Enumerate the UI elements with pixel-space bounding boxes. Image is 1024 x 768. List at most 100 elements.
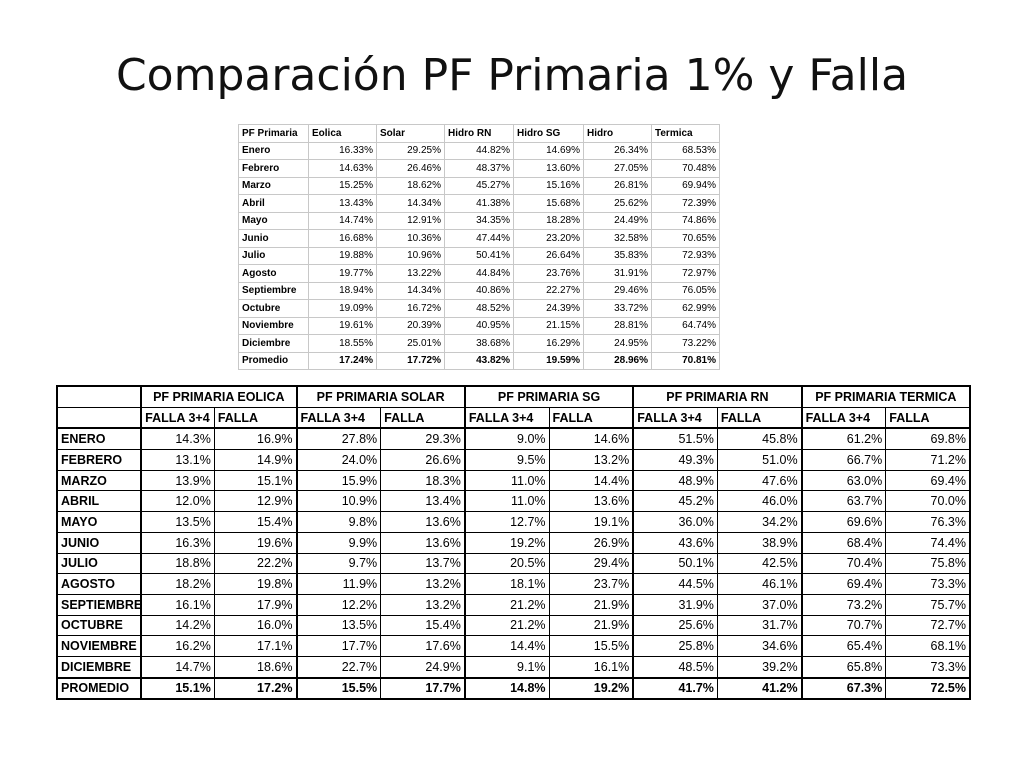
table-cell: 20.39% bbox=[376, 316, 445, 335]
table-cell: 76.3% bbox=[885, 511, 971, 533]
table-cell: 22.7% bbox=[295, 655, 382, 679]
table-cell: 41.38% bbox=[444, 194, 514, 213]
table-row: AGOSTO 18.2% 19.8% 11.9% 13.2% 18.1% 23.7% 44.5… bbox=[56, 573, 971, 595]
table-cell: 68.1% bbox=[885, 635, 971, 657]
table-cell: 19.59% bbox=[513, 351, 584, 370]
table-cell: 36.0% bbox=[632, 511, 718, 533]
table-cell: 17.24% bbox=[308, 351, 377, 370]
table-cell: 19.2% bbox=[548, 676, 634, 700]
column-header: Hidro bbox=[583, 124, 652, 143]
table-cell: 25.62% bbox=[583, 194, 652, 213]
row-label: Junio bbox=[238, 229, 309, 248]
table-cell: 62.99% bbox=[651, 299, 720, 318]
subheader: FALLA bbox=[380, 406, 466, 430]
table-row: SEPTIEMBRE 16.1% 17.9% 12.2% 13.2% 21.2% 21.9%… bbox=[56, 593, 971, 616]
table-cell: 18.3% bbox=[380, 469, 466, 492]
table-cell: 72.93% bbox=[651, 246, 720, 265]
table-cell: 12.91% bbox=[376, 211, 445, 230]
table-cell: 9.5% bbox=[463, 449, 550, 471]
table-cell: 73.3% bbox=[885, 573, 971, 595]
table-cell: 40.95% bbox=[444, 316, 514, 335]
group-header: PF PRIMARIA TERMICA bbox=[800, 385, 972, 408]
table-cell: 9.9% bbox=[295, 531, 382, 554]
table-cell: 18.1% bbox=[463, 573, 550, 595]
table-cell: 38.68% bbox=[444, 334, 514, 353]
table-cell: 64.74% bbox=[651, 316, 720, 335]
group-header: PF PRIMARIA SOLAR bbox=[295, 385, 466, 408]
table-cell: 16.1% bbox=[548, 655, 634, 679]
table-cell: 16.1% bbox=[140, 593, 215, 616]
column-header: Hidro SG bbox=[513, 124, 584, 143]
subheader: FALLA 3+4 bbox=[140, 406, 215, 430]
table-cell: 66.7% bbox=[800, 449, 887, 471]
corner-cell bbox=[56, 406, 142, 430]
table-cell: 16.29% bbox=[513, 334, 584, 353]
table-cell: 43.6% bbox=[632, 531, 718, 554]
table-cell: 31.9% bbox=[632, 593, 718, 616]
table-cell: 21.2% bbox=[463, 593, 550, 616]
table-cell: 21.15% bbox=[513, 316, 584, 335]
table-row: Mayo 14.74% 12.91% 34.35% 18.28% 24.49% 74.86% bbox=[238, 211, 720, 230]
row-label: Marzo bbox=[238, 176, 309, 195]
row-label: NOVIEMBRE bbox=[56, 635, 142, 657]
row-label: MARZO bbox=[56, 469, 142, 492]
table-cell: 44.5% bbox=[632, 573, 718, 595]
table-cell: 10.9% bbox=[295, 490, 382, 513]
table-cell: 22.27% bbox=[513, 281, 584, 300]
table-cell: 31.91% bbox=[583, 264, 652, 283]
table-header-row: PF Primaria Eolica Solar Hidro RN Hidro SG Hi… bbox=[238, 124, 720, 143]
table-cell: 29.4% bbox=[548, 552, 634, 575]
table-cell: 14.34% bbox=[376, 281, 445, 300]
table-cell: 34.6% bbox=[716, 635, 803, 657]
table-cell: 43.82% bbox=[444, 351, 514, 370]
pf-primaria-falla-table: PF PRIMARIA EOLICA PF PRIMARIA SOLAR PF PR… bbox=[56, 385, 972, 701]
subheader: FALLA bbox=[213, 406, 298, 430]
table-cell: 11.0% bbox=[463, 490, 550, 513]
table-row: Septiembre 18.94% 14.34% 40.86% 22.27% 29.46%… bbox=[238, 281, 720, 300]
table-cell: 23.76% bbox=[513, 264, 584, 283]
table-cell: 12.2% bbox=[295, 593, 382, 616]
table-cell: 24.95% bbox=[583, 334, 652, 353]
table-cell: 14.34% bbox=[376, 194, 445, 213]
table-row: OCTUBRE 14.2% 16.0% 13.5% 15.4% 21.2% 21.9% 25.… bbox=[56, 614, 971, 637]
table-cell: 16.72% bbox=[376, 299, 445, 318]
table-cell: 13.1% bbox=[140, 449, 215, 471]
table-cell: 10.96% bbox=[376, 246, 445, 265]
table-cell: 19.8% bbox=[213, 573, 298, 595]
subheader: FALLA bbox=[885, 406, 971, 430]
table-cell: 72.39% bbox=[651, 194, 720, 213]
table-cell: 18.94% bbox=[308, 281, 377, 300]
row-label: Septiembre bbox=[238, 281, 309, 300]
table-cell: 17.9% bbox=[213, 593, 298, 616]
table-cell: 45.8% bbox=[716, 427, 803, 451]
table-cell: 63.0% bbox=[800, 469, 887, 492]
table-cell: 34.35% bbox=[444, 211, 514, 230]
table-cell: 45.27% bbox=[444, 176, 514, 195]
table-cell: 69.94% bbox=[651, 176, 720, 195]
row-label: PROMEDIO bbox=[56, 676, 142, 700]
table-row: JULIO 18.8% 22.2% 9.7% 13.7% 20.5% 29.4% 50.1% 4… bbox=[56, 552, 971, 575]
table-row: DICIEMBRE 14.7% 18.6% 22.7% 24.9% 9.1% 16.1% 48… bbox=[56, 655, 971, 679]
table-cell: 25.8% bbox=[632, 635, 718, 657]
table-cell: 19.09% bbox=[308, 299, 377, 318]
table-cell: 26.46% bbox=[376, 159, 445, 178]
table-cell: 41.7% bbox=[632, 676, 718, 700]
table-cell: 51.5% bbox=[632, 427, 718, 451]
table-cell: 14.63% bbox=[308, 159, 377, 178]
table-cell: 21.9% bbox=[548, 614, 634, 637]
table-cell: 28.81% bbox=[583, 316, 652, 335]
group-header: PF PRIMARIA EOLICA bbox=[140, 385, 298, 408]
table-row: FEBRERO 13.1% 14.9% 24.0% 26.6% 9.5% 13.2% 49.3… bbox=[56, 449, 971, 471]
table-cell: 9.7% bbox=[295, 552, 382, 575]
table-cell: 13.6% bbox=[380, 511, 466, 533]
table-cell: 69.8% bbox=[885, 427, 971, 451]
table-cell: 42.5% bbox=[716, 552, 803, 575]
table-cell: 32.58% bbox=[583, 229, 652, 248]
table-cell: 27.05% bbox=[583, 159, 652, 178]
corner-cell bbox=[56, 385, 142, 408]
table-cell: 65.8% bbox=[800, 655, 887, 679]
table-cell: 13.22% bbox=[376, 264, 445, 283]
table-cell: 13.2% bbox=[380, 593, 466, 616]
table-cell: 29.3% bbox=[380, 427, 466, 451]
table-cell: 14.2% bbox=[140, 614, 215, 637]
